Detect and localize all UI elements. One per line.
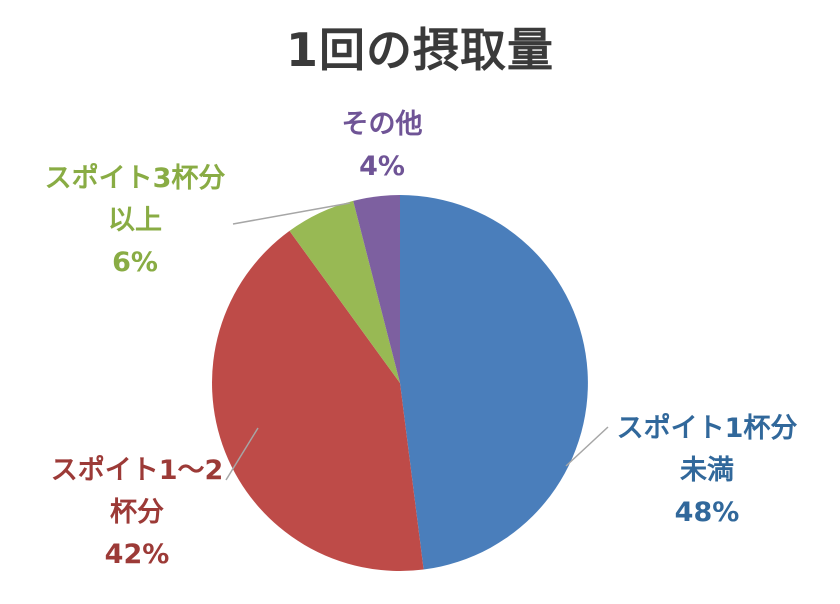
slice-label-3plus-line1: スポイト3杯分 [44, 163, 226, 194]
leader-line-green-slice [232, 202, 351, 225]
slice-label-other: その他 4% [302, 104, 462, 188]
pie-slices-group [212, 194, 588, 571]
chart-title: 1回の摂取量 [285, 23, 554, 77]
pie-slice-4 [353, 194, 400, 383]
slice-label-under1-line2: 未満 [680, 454, 734, 486]
slice-label-other-text: その他 [341, 109, 423, 140]
leader-lines-group [225, 202, 609, 481]
slice-label-under1-line1: スポイト1杯分 [616, 413, 798, 444]
slice-label-1to2-line2: 杯分 [110, 496, 164, 528]
pie-slice-1 [400, 195, 588, 570]
slice-label-under1-pct: 48% [674, 496, 740, 528]
leader-line-red-slice [225, 427, 259, 481]
slice-label-3plus: スポイト3杯分 以上 6% [10, 158, 260, 284]
slice-label-3plus-line2: 以上 [108, 204, 162, 236]
slice-label-under1: スポイト1杯分 未満 48% [582, 408, 832, 534]
slice-label-other-pct: 4% [359, 150, 405, 182]
leader-line-blue-slice [565, 426, 609, 467]
slice-label-1to2-pct: 42% [104, 538, 170, 570]
slice-label-3plus-pct: 6% [112, 246, 158, 278]
slice-label-1to2: スポイト1〜2 杯分 42% [12, 450, 262, 576]
pie-slice-3 [289, 200, 400, 383]
slice-label-1to2-line1: スポイト1〜2 [50, 455, 224, 486]
pie-slice-2 [212, 230, 424, 571]
